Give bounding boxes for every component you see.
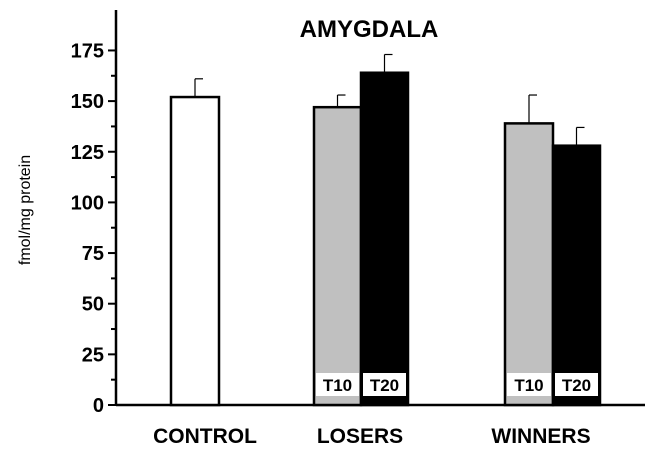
y-tick-label: 175 [71, 40, 104, 62]
y-tick-label: 100 [71, 192, 104, 214]
bar-tag-label: T20 [370, 376, 399, 395]
x-category-label: LOSERS [317, 425, 403, 448]
bar-tag-box [507, 373, 551, 396]
y-axis-label: fmol/mg protein [17, 155, 34, 265]
y-tick-label: 150 [71, 91, 104, 113]
bar-tag-box [555, 373, 598, 396]
bar-tag-label: T10 [323, 376, 352, 395]
x-category-label: WINNERS [491, 425, 590, 448]
y-tick-label: 0 [93, 395, 104, 417]
category-labels-group: CONTROL LOSERS WINNERS [153, 425, 591, 448]
bars-group: T10 T20 T10 T20 [169, 53, 602, 407]
bar [551, 144, 602, 407]
bar-tag-label: T10 [514, 376, 543, 395]
bar [169, 95, 221, 407]
bar-tag-label: T20 [562, 376, 591, 395]
bar [359, 71, 410, 407]
chart-title: AMYGDALA [300, 16, 439, 43]
y-tick-label: 50 [82, 294, 104, 316]
y-ticks-group: 0 25 50 75 100 125 150 175 [71, 40, 116, 417]
y-tick-label: 125 [71, 142, 104, 164]
y-tick-label: 25 [82, 344, 104, 366]
x-category-label: CONTROL [153, 425, 257, 448]
bar-tag-box [363, 373, 406, 396]
bar [312, 105, 363, 407]
y-tick-label: 75 [82, 243, 104, 265]
bar [503, 122, 555, 407]
bar-tag-box [316, 373, 359, 396]
